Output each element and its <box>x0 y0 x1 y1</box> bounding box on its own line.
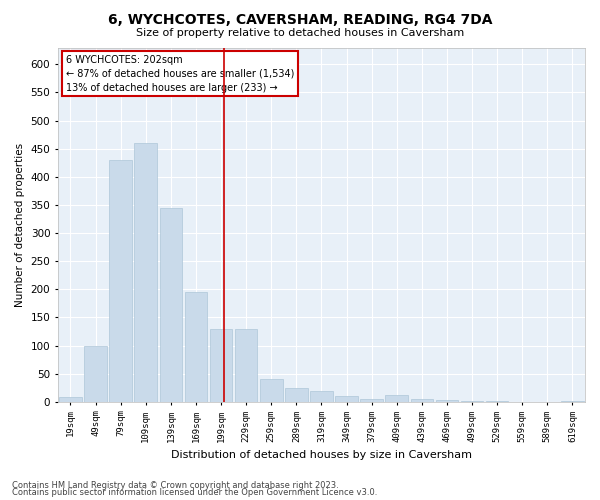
Bar <box>561 401 584 402</box>
Bar <box>210 328 232 402</box>
Bar <box>109 160 132 402</box>
Bar <box>84 346 107 402</box>
Bar <box>361 399 383 402</box>
Bar <box>235 328 257 402</box>
Text: Contains HM Land Registry data © Crown copyright and database right 2023.: Contains HM Land Registry data © Crown c… <box>12 480 339 490</box>
Y-axis label: Number of detached properties: Number of detached properties <box>15 142 25 306</box>
Bar <box>436 400 458 402</box>
Bar <box>185 292 207 402</box>
Bar <box>410 399 433 402</box>
Text: 6 WYCHCOTES: 202sqm
← 87% of detached houses are smaller (1,534)
13% of detached: 6 WYCHCOTES: 202sqm ← 87% of detached ho… <box>66 54 294 92</box>
Text: Contains public sector information licensed under the Open Government Licence v3: Contains public sector information licen… <box>12 488 377 497</box>
Bar <box>335 396 358 402</box>
Bar <box>385 395 408 402</box>
Bar <box>260 380 283 402</box>
Bar <box>285 388 308 402</box>
Bar <box>310 390 333 402</box>
Bar <box>134 143 157 402</box>
Bar <box>160 208 182 402</box>
X-axis label: Distribution of detached houses by size in Caversham: Distribution of detached houses by size … <box>171 450 472 460</box>
Bar <box>59 398 82 402</box>
Bar <box>461 400 484 402</box>
Bar <box>486 401 508 402</box>
Text: 6, WYCHCOTES, CAVERSHAM, READING, RG4 7DA: 6, WYCHCOTES, CAVERSHAM, READING, RG4 7D… <box>108 12 492 26</box>
Text: Size of property relative to detached houses in Caversham: Size of property relative to detached ho… <box>136 28 464 38</box>
